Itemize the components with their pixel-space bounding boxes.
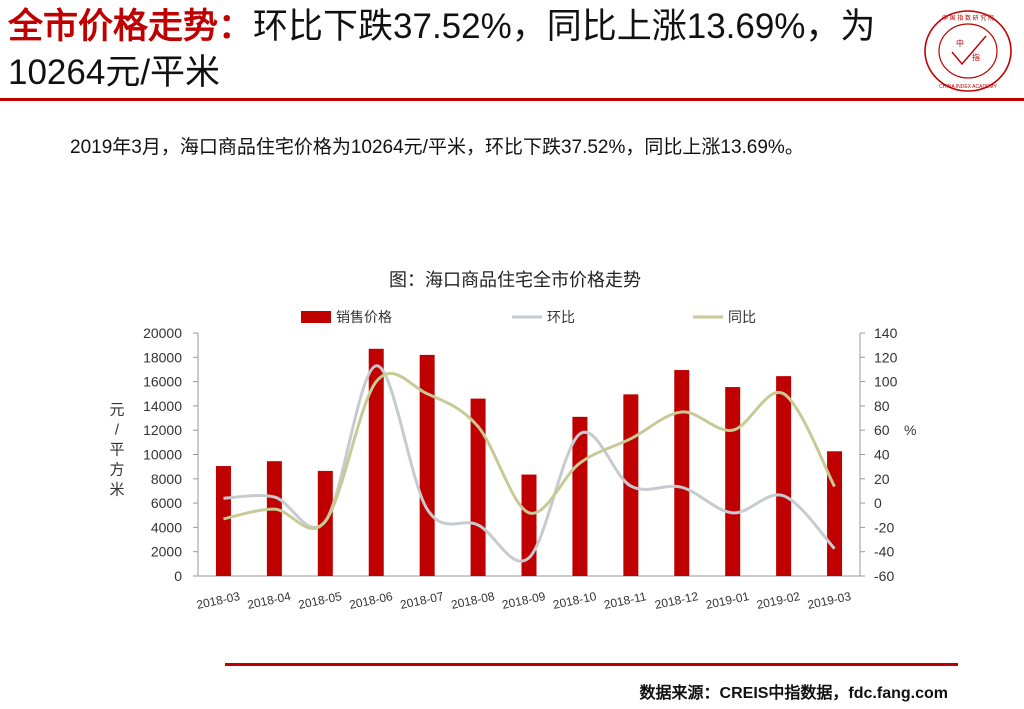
header-divider — [0, 98, 1024, 101]
x-tick-label: 2018-08 — [450, 589, 496, 612]
left-tick-label: 4000 — [151, 519, 182, 535]
legend-label-price: 销售价格 — [336, 309, 392, 325]
left-tick-label: 16000 — [143, 374, 182, 390]
price-bar — [776, 376, 792, 576]
left-tick-label: 20000 — [143, 325, 182, 341]
china-index-academy-logo: 中 指 中 国 指 数 研 究 院 CHINA INDEX ACADEMY — [924, 10, 1012, 92]
left-tick-label: 2000 — [151, 544, 182, 560]
right-axis-label: % — [904, 422, 916, 438]
left-tick-label: 10000 — [143, 447, 182, 463]
left-tick-label: 0 — [174, 568, 182, 584]
price-bar — [419, 354, 435, 576]
right-tick-label: 80 — [874, 398, 890, 414]
x-tick-label: 2018-09 — [501, 589, 547, 612]
svg-text:中: 中 — [956, 38, 964, 48]
footer-divider — [225, 663, 958, 666]
svg-text:CHINA INDEX ACADEMY: CHINA INDEX ACADEMY — [939, 84, 997, 90]
left-tick-label: 14000 — [143, 398, 182, 414]
legend-label-yoy: 同比 — [728, 309, 756, 325]
x-tick-label: 2019-01 — [704, 589, 750, 612]
right-tick-label: 60 — [874, 422, 890, 438]
right-tick-label: 20 — [874, 471, 890, 487]
left-tick-label: 18000 — [143, 349, 182, 365]
svg-text:指: 指 — [972, 52, 980, 62]
left-tick-label: 6000 — [151, 495, 182, 511]
price-bar — [266, 461, 282, 576]
x-tick-label: 2018-05 — [297, 589, 343, 612]
right-tick-label: 140 — [874, 325, 898, 341]
price-bar — [368, 348, 384, 576]
price-bar — [827, 451, 843, 576]
left-axis-label-char: / — [115, 422, 120, 439]
left-axis-label-char: 米 — [109, 482, 124, 499]
price-bar — [215, 466, 231, 576]
legend-swatch-price — [301, 311, 331, 323]
x-tick-label: 2018-04 — [246, 589, 292, 612]
x-tick-label: 2019-02 — [755, 589, 801, 612]
right-tick-label: -20 — [874, 519, 894, 535]
x-tick-label: 2018-12 — [653, 589, 699, 612]
title-highlight: 全市价格走势： — [8, 7, 254, 46]
x-tick-label: 2018-10 — [552, 589, 598, 612]
x-tick-label: 2018-07 — [399, 589, 445, 612]
price-bar — [572, 416, 588, 576]
legend-label-mom: 环比 — [547, 309, 575, 325]
left-tick-label: 8000 — [151, 471, 182, 487]
x-tick-label: 2018-06 — [348, 589, 394, 612]
right-tick-label: 120 — [874, 349, 898, 365]
summary-text: 2019年3月，海口商品住宅价格为10264元/平米，环比下跌37.52%，同比… — [70, 137, 804, 158]
x-tick-label: 2018-11 — [603, 589, 648, 612]
right-tick-label: 0 — [874, 495, 882, 511]
right-tick-label: -40 — [874, 544, 894, 560]
right-tick-label: 40 — [874, 447, 890, 463]
right-tick-label: 100 — [874, 374, 898, 390]
price-bar — [470, 398, 486, 576]
left-axis-label-char: 平 — [109, 442, 124, 459]
chart-title: 图：海口商品住宅全市价格走势 — [389, 270, 641, 290]
page-title: 全市价格走势：环比下跌37.52%，同比上涨13.69%，为10264元/平米 — [8, 4, 908, 96]
left-tick-label: 12000 — [143, 422, 182, 438]
x-tick-label: 2019-03 — [806, 589, 852, 612]
price-bar — [725, 387, 741, 576]
title-rest: 环比下跌37.52%，同比上涨13.69%，为10264元/平米 — [8, 7, 876, 92]
data-source: 数据来源：CREIS中指数据，fdc.fang.com — [639, 685, 948, 702]
price-bar — [674, 370, 690, 576]
right-tick-label: -60 — [874, 568, 894, 584]
yoy-line — [223, 372, 836, 530]
left-axis-label-char: 方 — [109, 462, 124, 479]
svg-text:中 国 指 数 研 究 院: 中 国 指 数 研 究 院 — [942, 14, 994, 22]
left-axis-label-char: 元 — [109, 402, 124, 419]
x-tick-label: 2018-03 — [195, 589, 241, 612]
